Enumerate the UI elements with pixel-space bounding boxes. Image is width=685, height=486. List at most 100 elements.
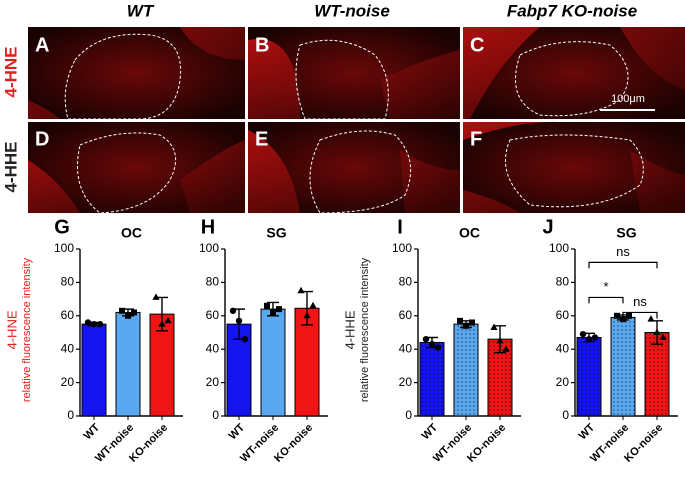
significance-bracket [588,261,658,269]
data-point [164,316,172,324]
y-tick-label: 100 [54,241,74,255]
data-point [241,335,249,343]
row-label: 4-HNE [4,310,19,349]
data-point [270,309,276,316]
significance-bracket [622,311,658,319]
data-point [428,340,436,348]
y-tick-label: 0 [405,408,412,422]
data-point [152,293,160,300]
outline [295,39,389,120]
panel-letter: G [54,216,70,238]
panel-letter: D [35,128,49,150]
data-point [653,328,661,335]
significance-label: ns [633,294,647,309]
outline [505,134,644,208]
bar-pattern [577,337,601,416]
panel-letter: J [542,216,553,238]
y-axis-label: relative fluorescence intensity [21,257,33,402]
y-tick-label: 60 [556,308,570,322]
y-tick-label: 60 [206,308,220,322]
outline [64,33,182,120]
bar [81,323,107,417]
data-point [490,323,498,330]
chart-title: SG [616,225,636,241]
significance-bracket [588,296,624,304]
data-point [303,311,311,319]
chart-title: OC [121,225,142,241]
data-point [90,320,98,328]
data-point [131,309,137,316]
significance-label: * [603,279,608,294]
data-point [647,315,655,322]
panel-letter: H [201,216,215,238]
x-tick-label: WT [420,421,441,442]
data-point [620,316,626,323]
y-tick-label: 0 [562,408,569,422]
chart-title: OC [459,225,480,241]
bar-pattern [454,324,478,416]
y-tick-label: 40 [61,341,75,355]
y-tick-label: 100 [199,241,219,255]
data-point [84,319,92,326]
data-point [297,286,305,294]
data-point [469,319,475,326]
column-header: WT [127,1,155,20]
panel-letter: I [397,216,403,238]
tissue [248,38,460,119]
data-point [496,336,504,344]
y-tick-label: 20 [61,375,75,389]
tissue [28,27,245,119]
bar-pattern [611,317,635,416]
data-point [158,320,166,327]
column-header: WT-noise [314,1,390,20]
y-tick-label: 20 [399,375,413,389]
y-tick-label: 20 [206,375,220,389]
tissue [28,140,245,213]
panel-letter: B [255,34,269,56]
bar [294,307,320,417]
bar-pattern [645,332,669,416]
data-point [125,312,131,319]
y-axis-label: relative fluorescence intensity [359,257,371,402]
panel-letter: E [255,128,268,150]
y-tick-label: 60 [61,308,75,322]
tissue [248,130,460,213]
scale-bar-label: 100μm [611,93,645,105]
data-point [502,345,510,352]
y-tick-label: 20 [556,375,570,389]
y-tick-label: 80 [206,275,220,289]
panel-letter: C [470,34,484,56]
data-point [264,302,270,309]
panel-letter: A [35,34,49,56]
bar [115,311,141,417]
data-point [585,335,593,343]
data-point [422,335,430,343]
data-point [463,322,469,329]
tissue [463,121,685,213]
data-point [626,312,632,319]
y-tick-label: 80 [61,275,75,289]
data-point [457,317,463,324]
data-point [579,330,587,338]
panel-letter: F [470,128,482,150]
y-tick-label: 100 [549,241,569,255]
row-label: 4-HNE [1,46,20,97]
data-point [591,334,599,341]
data-point [309,301,317,309]
column-header: Fabp7 KO-noise [507,1,637,20]
bar-pattern [420,342,444,416]
y-tick-label: 0 [67,408,74,422]
y-tick-label: 80 [556,275,570,289]
data-point [276,306,282,313]
x-tick-label: WT [577,421,598,442]
outline [515,41,629,117]
tissue [463,27,685,119]
bar [260,308,286,417]
significance-label: ns [616,244,630,259]
outline [309,130,412,214]
y-tick-label: 40 [206,341,220,355]
x-tick-label: WT [82,421,103,442]
data-point [659,333,667,341]
micrographs: 100μm [28,27,685,214]
